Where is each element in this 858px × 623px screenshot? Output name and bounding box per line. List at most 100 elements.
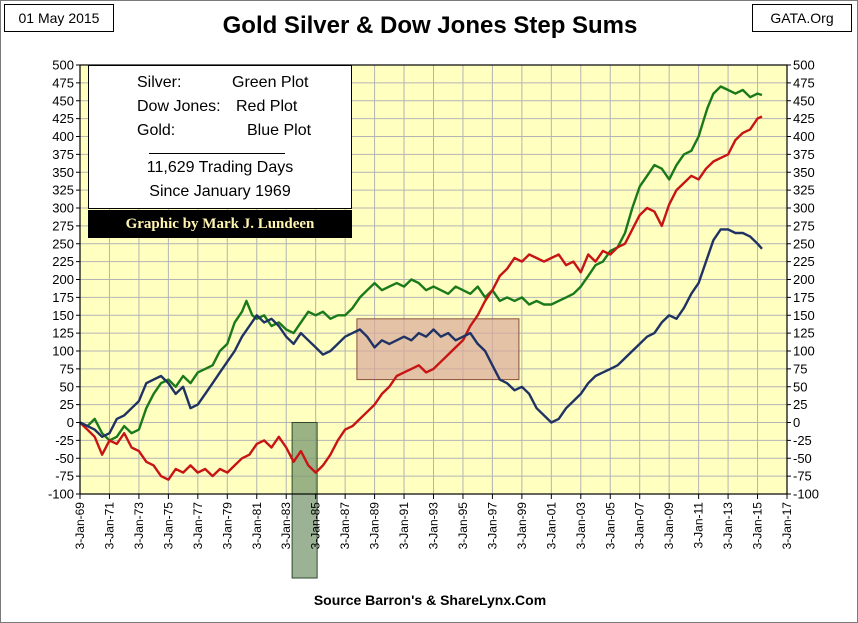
y-tick-label-left: 0 [67, 415, 74, 430]
y-tick-label-right: 100 [793, 344, 815, 359]
legend-box: Silver: Green Plot Dow Jones: Red Plot G… [88, 65, 352, 209]
y-tick-label-right: 375 [793, 147, 815, 162]
y-tick-label-left: 50 [60, 379, 74, 394]
legend-gold-label: Gold: [137, 122, 176, 139]
y-tick-label-right: 425 [793, 111, 815, 126]
x-tick-label: 3-Jan-81 [250, 502, 264, 550]
y-tick-label-left: 300 [52, 201, 74, 216]
legend-since: Since January 1969 [149, 183, 291, 200]
y-tick-label-left: -25 [55, 433, 74, 448]
y-tick-label-left: 375 [52, 147, 74, 162]
y-tick-label-right: 175 [793, 290, 815, 305]
y-tick-label-left: 225 [52, 254, 74, 269]
x-tick-label: 3-Jan-75 [161, 502, 175, 550]
shaded-region-1 [291, 422, 318, 579]
x-tick-label: 3-Jan-91 [397, 502, 411, 550]
y-tick-label-right: 475 [793, 75, 815, 90]
y-tick-label-right: 275 [793, 218, 815, 233]
y-tick-label-left: 200 [52, 272, 74, 287]
y-tick-label-left: -75 [55, 469, 74, 484]
y-tick-label-left: -100 [48, 487, 74, 502]
credit-banner: Graphic by Mark J. Lundeen [88, 210, 352, 238]
x-tick-label: 3-Jan-11 [692, 502, 706, 549]
y-tick-label-right: -25 [793, 433, 812, 448]
y-tick-label-right: 75 [793, 361, 807, 376]
y-tick-label-right: -50 [793, 451, 812, 466]
x-tick-label: 3-Jan-07 [633, 502, 647, 550]
y-tick-label-left: 25 [60, 397, 74, 412]
y-tick-label-left: 275 [52, 218, 74, 233]
y-tick-label-left: 125 [52, 326, 74, 341]
y-tick-label-left: 250 [52, 236, 74, 251]
shaded-region-2 [356, 318, 520, 381]
x-tick-label: 3-Jan-97 [485, 502, 499, 550]
y-tick-label-right: 50 [793, 379, 807, 394]
y-tick-label-right: 350 [793, 165, 815, 180]
source-footer: Source Barron's & ShareLynx.Com [313, 592, 547, 608]
y-tick-label-left: 450 [52, 93, 74, 108]
y-tick-label-right: 250 [793, 236, 815, 251]
y-axis-left: -100 -75 -50 -25 0 25 50 75 100 125 150 175 200 225 25… [48, 58, 80, 502]
x-tick-label: 3-Jan-83 [279, 502, 293, 550]
y-tick-label-left: 425 [52, 111, 74, 126]
legend-trading-days: 11,629 Trading Days [146, 159, 294, 176]
date-label: 01 May 2015 [4, 4, 114, 32]
y-tick-label-left: 175 [52, 290, 74, 305]
x-tick-label: 3-Jan-03 [574, 502, 588, 550]
legend-silver-value: Green Plot [232, 74, 309, 91]
y-tick-label-right: 25 [793, 397, 807, 412]
y-tick-label-right: 450 [793, 93, 815, 108]
y-tick-label-left: 100 [52, 344, 74, 359]
y-tick-label-right: 400 [793, 129, 815, 144]
x-tick-label: 3-Jan-05 [603, 502, 617, 550]
source-badge: GATA.Org [752, 4, 852, 32]
y-tick-label-left: 325 [52, 183, 74, 198]
y-tick-label-right: 200 [793, 272, 815, 287]
legend-gold-value: Blue Plot [247, 122, 312, 139]
legend-dow-label: Dow Jones: [137, 98, 221, 115]
y-tick-label-right: 150 [793, 308, 815, 323]
legend-divider [149, 153, 285, 154]
x-tick-label: 3-Jan-93 [427, 502, 441, 550]
y-tick-label-right: 500 [793, 58, 815, 73]
x-tick-label: 3-Jan-17 [780, 502, 794, 550]
y-tick-label-left: 150 [52, 308, 74, 323]
x-tick-label: 3-Jan-99 [515, 502, 529, 550]
series-gold-line [79, 228, 763, 438]
y-tick-label-left: 400 [52, 129, 74, 144]
y-tick-label-left: 475 [52, 75, 74, 90]
y-tick-label-right: -100 [793, 487, 819, 502]
x-tick-label: 3-Jan-13 [721, 502, 735, 550]
x-tick-label: 3-Jan-73 [132, 502, 146, 550]
shaded-regions [291, 318, 520, 579]
chart-title: Gold Silver & Dow Jones Step Sums [222, 12, 638, 39]
y-tick-label-left: -50 [55, 451, 74, 466]
y-tick-label-right: 300 [793, 201, 815, 216]
x-tick-label: 3-Jan-15 [751, 502, 765, 550]
y-tick-label-right: -75 [793, 469, 812, 484]
y-tick-label-left: 350 [52, 165, 74, 180]
legend-silver-label: Silver: [137, 74, 182, 91]
x-tick-label: 3-Jan-89 [368, 502, 382, 550]
y-tick-label-right: 325 [793, 183, 815, 198]
x-tick-label: 3-Jan-71 [102, 502, 116, 550]
y-tick-label-left: 75 [60, 361, 74, 376]
x-tick-label: 3-Jan-77 [191, 502, 205, 550]
series-silver-line [79, 85, 763, 442]
x-axis: 3-Jan-69 3-Jan-71 3-Jan-73 3-Jan-75 3-Jan-77… [73, 494, 794, 549]
x-tick-label: 3-Jan-01 [544, 502, 558, 550]
series-layer [79, 85, 763, 481]
series-dow-jones-line [79, 115, 763, 481]
y-tick-label-right: 125 [793, 326, 815, 341]
y-axis-right: -100 -75 -50 -25 0 25 50 75 100 125 150 175 200 225 25… [787, 58, 819, 502]
y-tick-label-right: 225 [793, 254, 815, 269]
y-tick-label-left: 500 [52, 58, 74, 73]
x-tick-label: 3-Jan-79 [220, 502, 234, 550]
y-tick-label-right: 0 [793, 415, 800, 430]
x-tick-label: 3-Jan-85 [309, 502, 323, 550]
x-tick-label: 3-Jan-09 [662, 502, 676, 550]
x-tick-label: 3-Jan-69 [73, 502, 87, 550]
x-tick-label: 3-Jan-95 [456, 502, 470, 550]
legend-dow-value: Red Plot [236, 98, 298, 115]
